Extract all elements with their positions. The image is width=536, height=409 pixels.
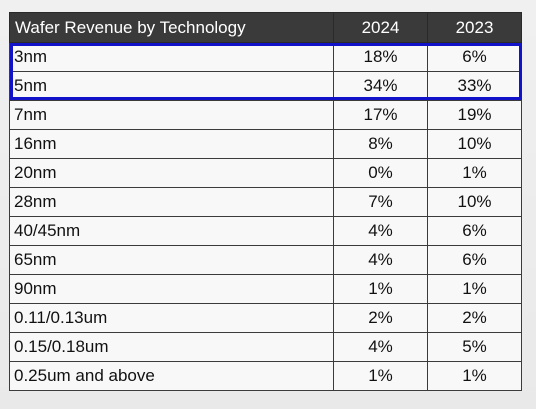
value-cell-2023: 5%	[427, 332, 522, 362]
technology-cell: 16nm	[9, 129, 334, 159]
value-cell-2024: 4%	[333, 216, 428, 246]
table-row: 20nm 0% 1%	[9, 158, 522, 188]
value-cell-2024: 8%	[333, 129, 428, 159]
technology-cell: 90nm	[9, 274, 334, 304]
value-cell-2023: 10%	[427, 129, 522, 159]
technology-cell: 40/45nm	[9, 216, 334, 246]
table-row: 0.15/0.18um 4% 5%	[9, 332, 522, 362]
table-row: 0.25um and above 1% 1%	[9, 361, 522, 391]
table-row: 90nm 1% 1%	[9, 274, 522, 304]
value-cell-2023: 10%	[427, 187, 522, 217]
value-cell-2024: 1%	[333, 361, 428, 391]
technology-cell: 7nm	[9, 100, 334, 130]
wafer-revenue-table: Wafer Revenue by Technology 2024 2023 3n…	[9, 12, 522, 391]
technology-cell: 20nm	[9, 158, 334, 188]
value-cell-2023: 33%	[427, 71, 522, 101]
value-cell-2023: 6%	[427, 245, 522, 275]
value-cell-2023: 6%	[427, 42, 522, 72]
technology-cell: 0.11/0.13um	[9, 303, 334, 333]
technology-cell: 0.15/0.18um	[9, 332, 334, 362]
table-row: 0.11/0.13um 2% 2%	[9, 303, 522, 333]
table-row: 7nm 17% 19%	[9, 100, 522, 130]
header-technology: Wafer Revenue by Technology	[9, 12, 334, 43]
technology-cell: 28nm	[9, 187, 334, 217]
value-cell-2024: 17%	[333, 100, 428, 130]
value-cell-2023: 1%	[427, 361, 522, 391]
technology-cell: 3nm	[9, 42, 334, 72]
technology-cell: 0.25um and above	[9, 361, 334, 391]
value-cell-2023: 1%	[427, 274, 522, 304]
value-cell-2023: 1%	[427, 158, 522, 188]
header-row: Wafer Revenue by Technology 2024 2023	[9, 12, 522, 43]
table-row: 65nm 4% 6%	[9, 245, 522, 275]
table-row: 40/45nm 4% 6%	[9, 216, 522, 246]
value-cell-2024: 4%	[333, 245, 428, 275]
table-row: 3nm 18% 6%	[9, 42, 522, 72]
value-cell-2023: 6%	[427, 216, 522, 246]
technology-cell: 5nm	[9, 71, 334, 101]
technology-cell: 65nm	[9, 245, 334, 275]
value-cell-2024: 7%	[333, 187, 428, 217]
value-cell-2024: 1%	[333, 274, 428, 304]
value-cell-2023: 19%	[427, 100, 522, 130]
header-year-2024: 2024	[333, 12, 428, 43]
table-row: 28nm 7% 10%	[9, 187, 522, 217]
value-cell-2024: 34%	[333, 71, 428, 101]
value-cell-2023: 2%	[427, 303, 522, 333]
header-year-2023: 2023	[427, 12, 522, 43]
table-row: 16nm 8% 10%	[9, 129, 522, 159]
value-cell-2024: 18%	[333, 42, 428, 72]
value-cell-2024: 4%	[333, 332, 428, 362]
value-cell-2024: 2%	[333, 303, 428, 333]
table-row: 5nm 34% 33%	[9, 71, 522, 101]
value-cell-2024: 0%	[333, 158, 428, 188]
table-body: 3nm 18% 6% 5nm 34% 33% 7nm 17% 19% 16nm 8% 10% 20nm 0…	[9, 42, 522, 391]
